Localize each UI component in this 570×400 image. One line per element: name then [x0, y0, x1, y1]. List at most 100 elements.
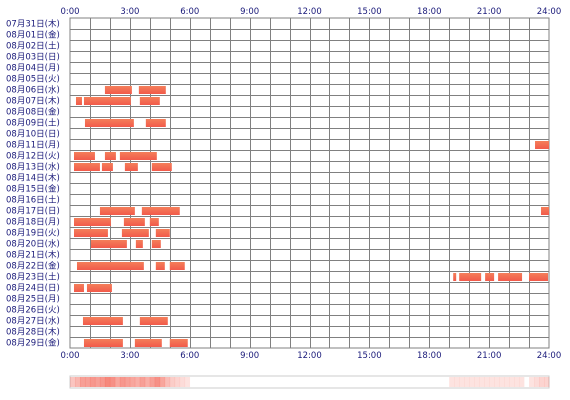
density-cell: [464, 377, 470, 387]
session-bar: [83, 339, 123, 347]
density-cell: [134, 377, 141, 387]
density-cell: [144, 377, 151, 387]
day-label: 08月20日(水): [6, 239, 60, 250]
day-label: 08月06日(水): [6, 85, 60, 96]
density-strip-frame: [69, 375, 550, 389]
density-cell: [539, 377, 545, 387]
day-label: 08月17日(日): [6, 207, 60, 217]
density-cell: [454, 377, 460, 387]
day-label: 08月01日(金): [6, 30, 60, 41]
session-bar: [73, 284, 84, 292]
day-label: 08月26日(火): [6, 306, 60, 316]
hour-tick-label: 6:00: [180, 351, 199, 361]
hour-tick-label: 9:00: [240, 7, 259, 17]
session-bar: [135, 240, 143, 248]
density-cell: [119, 377, 126, 387]
session-bar: [73, 229, 108, 237]
day-label: 08月07日(木): [6, 96, 60, 107]
density-cell: [519, 377, 525, 387]
session-bar: [145, 119, 166, 127]
day-label: 08月14日(木): [6, 173, 60, 184]
density-cell: [114, 377, 121, 387]
grid: [69, 17, 550, 349]
session-bar: [83, 97, 131, 105]
day-label: 08月15日(金): [6, 184, 60, 195]
hourly-density-strip: [69, 375, 550, 389]
session-bar: [84, 119, 134, 127]
day-label: 08月19日(火): [6, 229, 60, 239]
density-cell: [129, 377, 136, 387]
density-cell: [169, 377, 176, 387]
density-cell: [89, 377, 96, 387]
density-cell: [459, 377, 465, 387]
day-label: 08月23日(土): [6, 272, 60, 283]
session-bar: [151, 163, 172, 171]
density-cell: [514, 377, 520, 387]
density-cell: [74, 377, 81, 387]
density-cell: [139, 377, 146, 387]
session-bar: [155, 262, 165, 270]
day-label: 08月29日(金): [6, 338, 60, 349]
hour-tick-label: 3:00: [120, 351, 139, 361]
hour-tick-label: 9:00: [240, 351, 259, 361]
hour-tick-label: 12:00: [297, 7, 322, 17]
session-bar: [529, 273, 549, 281]
session-bar: [541, 207, 549, 215]
density-cell: [149, 377, 156, 387]
day-label: 08月27日(水): [6, 316, 60, 327]
session-bar: [155, 229, 170, 237]
hour-tick-label: 24:00: [537, 351, 562, 361]
density-cell: [99, 377, 106, 387]
day-axis: 07月31日(木)08月01日(金)08月02日(土)08月03日(日)08月0…: [6, 19, 60, 349]
day-label: 08月12日(火): [6, 152, 60, 162]
session-bar: [90, 240, 127, 248]
day-label: 08月24日(日): [6, 284, 60, 294]
session-bar: [82, 317, 123, 325]
density-cell: [504, 377, 510, 387]
session-bar: [119, 152, 157, 160]
day-label: 08月10日(日): [6, 130, 60, 140]
density-cell: [79, 377, 86, 387]
density-cell: [469, 377, 475, 387]
hour-tick-label: 0:00: [60, 351, 79, 361]
session-bar: [169, 339, 188, 347]
density-cell: [174, 377, 181, 387]
hour-tick-label: 18:00: [417, 7, 442, 17]
session-bar: [535, 141, 549, 149]
hour-tick-label: 15:00: [357, 7, 382, 17]
density-cell: [474, 377, 480, 387]
bottom-hour-axis: 0:00 3:00 6:00 9:00 12:00 15:00 18:00 21:00 24:0…: [60, 351, 561, 361]
session-bar: [169, 262, 185, 270]
day-label: 07月31日(木): [6, 19, 60, 30]
session-bar: [124, 163, 138, 171]
density-cell: [494, 377, 500, 387]
density-cell: [179, 377, 186, 387]
density-cell: [84, 377, 91, 387]
session-bar: [75, 97, 82, 105]
session-bar: [73, 218, 111, 226]
density-cell: [489, 377, 495, 387]
day-label: 08月16日(土): [6, 195, 60, 206]
density-cell: [544, 377, 550, 387]
session-bar: [149, 218, 159, 226]
day-label: 08月04日(月): [6, 64, 60, 74]
session-bar: [485, 273, 495, 281]
day-label: 08月05日(火): [6, 75, 60, 85]
session-bar: [139, 97, 160, 105]
session-bar: [73, 163, 100, 171]
density-cell: [479, 377, 485, 387]
density-cell: [509, 377, 515, 387]
density-cell: [124, 377, 131, 387]
density-cell: [484, 377, 490, 387]
density-cell: [104, 377, 111, 387]
day-label: 08月08日(金): [6, 107, 60, 118]
day-label: 08月13日(水): [6, 162, 60, 173]
session-bar: [99, 207, 135, 215]
density-cell: [184, 377, 191, 387]
session-bar: [86, 284, 112, 292]
hour-tick-label: 0:00: [60, 7, 79, 17]
hour-tick-label: 24:00: [537, 7, 562, 17]
day-label: 08月21日(木): [6, 250, 60, 261]
session-bar: [104, 152, 116, 160]
